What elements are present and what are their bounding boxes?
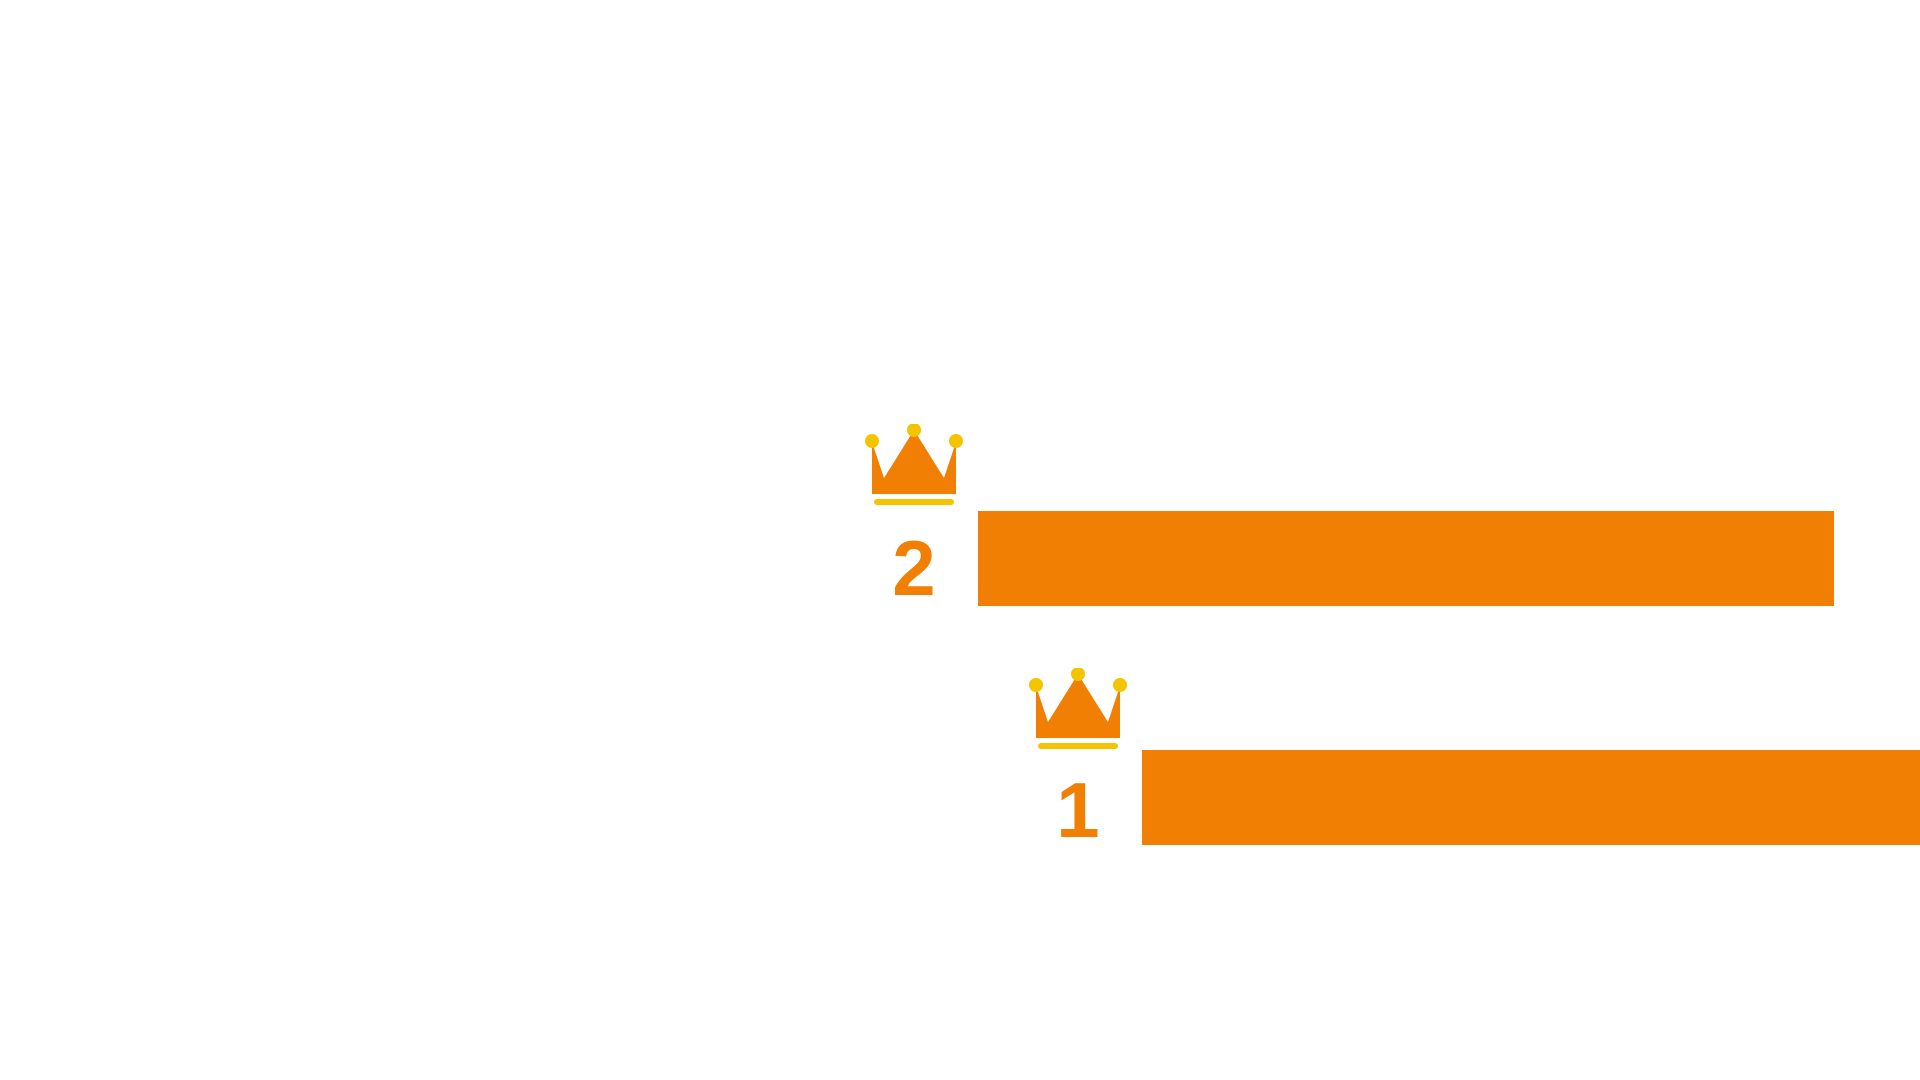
crown-icon (1029, 668, 1127, 749)
rank-bar (1142, 750, 1920, 845)
rank-number: 2 (892, 524, 936, 612)
rank-number: 1 (1056, 766, 1100, 854)
rank-bar (978, 511, 1834, 606)
crown-icon (865, 424, 963, 505)
